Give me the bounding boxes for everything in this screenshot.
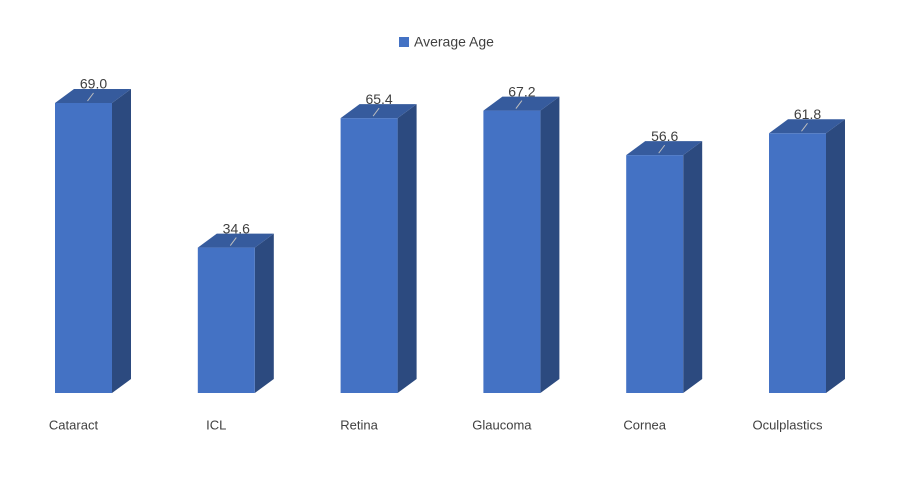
bar-top: [769, 119, 845, 134]
bar-front: [483, 110, 541, 393]
legend-label: Average Age: [414, 34, 494, 50]
bar-top: [340, 104, 417, 119]
x-tick-label: Glaucoma: [472, 417, 532, 432]
x-tick-label: Cataract: [49, 417, 99, 432]
value-label: 67.2: [508, 83, 535, 99]
bar-front: [626, 155, 684, 393]
value-label: 56.6: [651, 128, 678, 144]
bar-side: [112, 89, 131, 393]
bar: [55, 89, 131, 393]
bar: [197, 233, 274, 393]
value-label: 34.6: [223, 220, 250, 236]
label-leader: [801, 122, 808, 132]
bar-side: [540, 96, 560, 393]
bar-top: [483, 96, 560, 111]
bar-front: [769, 133, 826, 393]
bar-side: [397, 104, 417, 393]
x-tick-label: ICL: [206, 417, 226, 432]
label-leader: [515, 100, 523, 109]
bar: [626, 141, 703, 393]
bar-front: [340, 118, 398, 393]
legend-swatch: [399, 37, 409, 47]
label-leader: [372, 107, 380, 117]
bar-top: [55, 89, 131, 103]
x-tick-label: Cornea: [623, 417, 666, 432]
bar-side: [683, 141, 703, 393]
bar-front: [55, 103, 112, 393]
label-leader: [229, 237, 237, 246]
label-leader: [658, 144, 666, 154]
bar-top: [197, 233, 274, 248]
bar-top: [626, 141, 703, 156]
bar-side: [254, 233, 274, 393]
bar: [340, 104, 417, 393]
bar: [769, 119, 845, 394]
bar: [483, 96, 560, 393]
x-tick-label: Retina: [340, 417, 378, 432]
value-label: 65.4: [365, 91, 392, 107]
bar-side: [826, 119, 845, 394]
value-label: 69.0: [80, 76, 107, 92]
value-label: 61.8: [794, 106, 821, 122]
bar-front: [197, 247, 255, 393]
x-tick-label: Oculplastics: [752, 417, 823, 432]
label-leader: [87, 92, 94, 102]
